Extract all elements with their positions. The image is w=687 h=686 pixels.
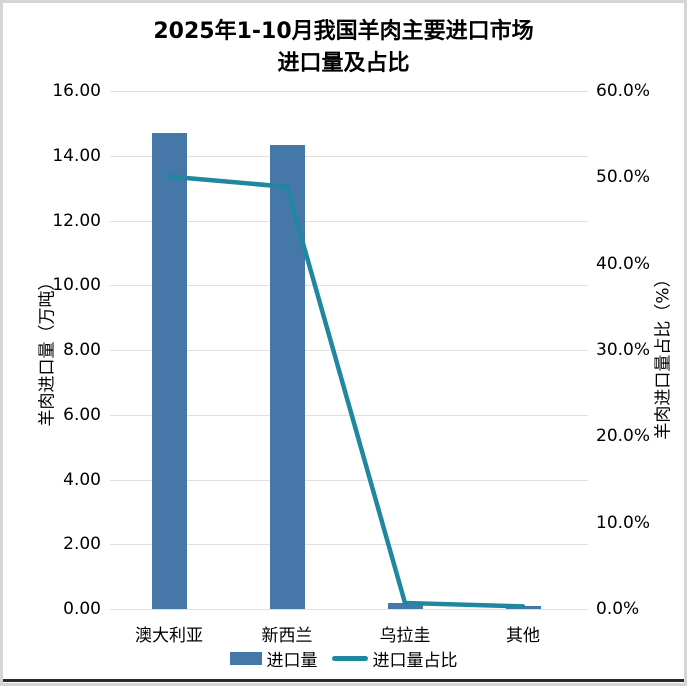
- bottom-divider: [3, 679, 684, 682]
- legend-label-进口量: 进口量: [266, 650, 318, 671]
- chart-title: 2025年1-10月我国羊肉主要进口市场 进口量及占比: [3, 16, 684, 80]
- gridline: [110, 479, 588, 481]
- bar-澳大利亚: [151, 133, 187, 609]
- left-axis-tick: 10.00: [52, 275, 101, 296]
- gridline: [110, 350, 588, 351]
- gridline: [110, 609, 588, 610]
- left-axis-tick: 16.00: [52, 81, 101, 101]
- legend-swatch-line-icon: [331, 655, 368, 661]
- left-axis-tick: 2.00: [63, 534, 101, 555]
- left-axis-tick: 8.00: [63, 340, 101, 360]
- right-axis-tick: 10.0%: [596, 512, 651, 533]
- legend-swatch-bar-icon: [229, 651, 262, 665]
- x-axis-label-乌拉圭: 乌拉圭: [379, 626, 431, 646]
- gridline: [110, 285, 588, 287]
- legend-label-进口量占比: 进口量占比: [372, 650, 458, 671]
- bar-乌拉圭: [387, 602, 423, 609]
- left-axis-tick: 14.00: [52, 145, 101, 166]
- gridline: [110, 544, 588, 546]
- x-axis-label-新西兰: 新西兰: [261, 626, 313, 646]
- import-share-line: [166, 174, 526, 609]
- right-axis-tick: 60.0%: [596, 81, 651, 101]
- left-axis-tick: 6.00: [63, 404, 101, 425]
- right-axis-tick: 30.0%: [596, 340, 651, 360]
- left-axis-tick: 0.00: [63, 599, 101, 619]
- legend: 进口量 进口量占比: [3, 646, 684, 671]
- plot-area: [110, 91, 588, 610]
- chart-title-line1: 2025年1-10月我国羊肉主要进口市场: [153, 19, 534, 44]
- chart-title-line2: 进口量及占比: [277, 50, 410, 76]
- line-series: [166, 174, 526, 609]
- gridline: [110, 220, 588, 222]
- right-axis-tick: 0.0%: [596, 599, 640, 619]
- right-axis-tick: 20.0%: [596, 426, 651, 447]
- gridline: [110, 414, 588, 416]
- right-axis-tick: 50.0%: [596, 167, 651, 188]
- gridline: [110, 155, 588, 157]
- left-axis-tick: 4.00: [63, 469, 101, 490]
- left-axis-tick: 12.00: [52, 210, 101, 231]
- right-axis-tick: 40.0%: [596, 253, 651, 274]
- x-axis-label-澳大利亚: 澳大利亚: [135, 626, 203, 646]
- gridline: [110, 91, 588, 92]
- x-axis-label-其他: 其他: [506, 626, 540, 646]
